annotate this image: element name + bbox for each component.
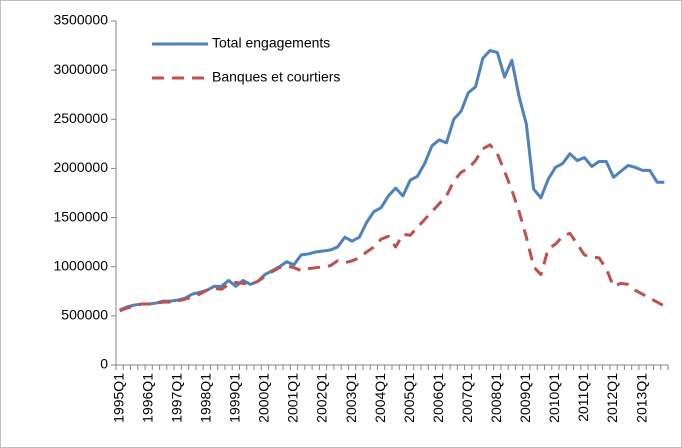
x-tick-label: 2005Q1 bbox=[401, 373, 417, 423]
x-tick-label: 2000Q1 bbox=[256, 373, 272, 423]
y-tick-label: 3500000 bbox=[53, 12, 108, 28]
y-tick-label: 2500000 bbox=[53, 110, 108, 126]
x-tick-label: 1996Q1 bbox=[139, 373, 155, 423]
legend-label: Total engagements bbox=[212, 35, 330, 51]
x-tick-label: 2001Q1 bbox=[285, 373, 301, 423]
x-tick-label: 1999Q1 bbox=[227, 373, 243, 423]
y-tick-label: 1500000 bbox=[53, 208, 108, 224]
series-line bbox=[119, 48, 665, 312]
x-tick-label: 2009Q1 bbox=[517, 373, 533, 423]
x-tick-label: 2012Q1 bbox=[604, 373, 620, 423]
series-line bbox=[119, 143, 666, 313]
y-tick-label: 0 bbox=[100, 356, 108, 372]
x-tick-label: 2004Q1 bbox=[372, 373, 388, 423]
y-tick-label: 1000000 bbox=[53, 257, 108, 273]
x-tick-label: 2011Q1 bbox=[575, 373, 591, 422]
y-tick-label: 2000000 bbox=[53, 159, 108, 175]
y-tick-label: 500000 bbox=[61, 307, 108, 323]
x-tick-label: 2003Q1 bbox=[343, 373, 359, 423]
x-tick-label: 1995Q1 bbox=[110, 373, 126, 423]
legend-label: Banques et courtiers bbox=[212, 69, 340, 85]
x-tick-label: 2013Q1 bbox=[633, 373, 649, 423]
x-tick-label: 1998Q1 bbox=[197, 373, 213, 423]
x-tick-label: 2008Q1 bbox=[488, 373, 504, 423]
x-tick-label: 2007Q1 bbox=[459, 373, 475, 423]
x-tick-label: 2002Q1 bbox=[314, 373, 330, 423]
x-tick-label: 2006Q1 bbox=[430, 373, 446, 423]
y-tick-label: 3000000 bbox=[53, 61, 108, 77]
x-tick-label: 2010Q1 bbox=[546, 373, 562, 423]
x-tick-label: 1997Q1 bbox=[168, 373, 184, 423]
